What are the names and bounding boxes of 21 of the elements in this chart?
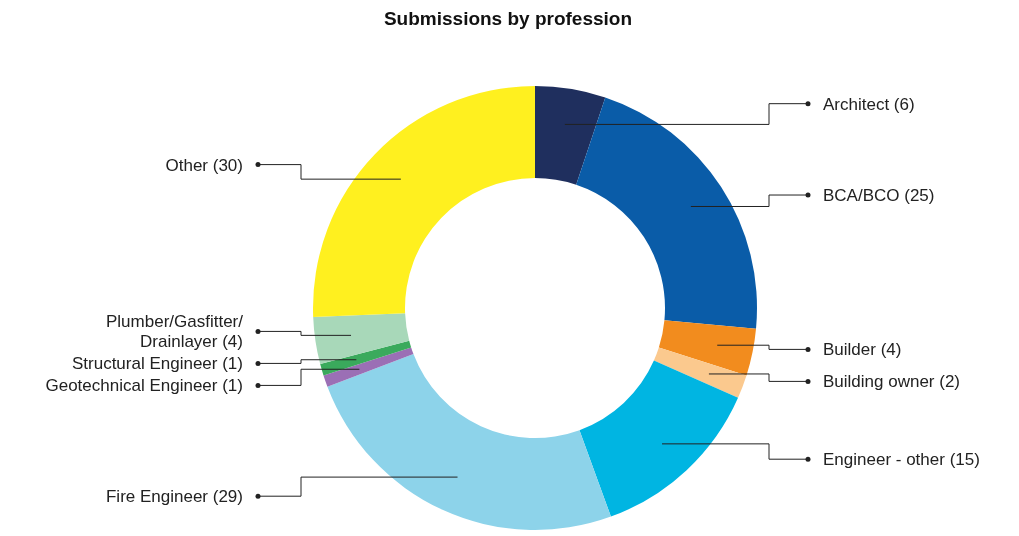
slice-label: Plumber/Gasfitter/Drainlayer (4) bbox=[106, 312, 244, 352]
donut-slice bbox=[658, 320, 757, 376]
donut-slice bbox=[313, 86, 535, 317]
donut-slice bbox=[327, 354, 611, 530]
donut-slice bbox=[576, 97, 757, 329]
donut-slice bbox=[579, 360, 739, 517]
slice-label: Structural Engineer (1) bbox=[71, 354, 243, 374]
donut-slice bbox=[320, 340, 412, 376]
slice-label: Fire Engineer (29) bbox=[105, 487, 243, 507]
slice-label: BCA/BCO (25) bbox=[823, 186, 935, 206]
slice-label: Engineer - other (15) bbox=[823, 450, 980, 470]
slice-label: Building owner (2) bbox=[823, 372, 961, 392]
donut-slice bbox=[313, 313, 410, 365]
chart-title: Submissions by profession bbox=[382, 8, 634, 31]
donut-slice bbox=[535, 86, 606, 185]
slice-label: Builder (4) bbox=[823, 340, 902, 360]
slice-label: Geotechnical Engineer (1) bbox=[45, 376, 243, 396]
donut-slice bbox=[323, 347, 414, 387]
slice-label: Architect (6) bbox=[823, 94, 915, 114]
donut-slice bbox=[653, 347, 747, 398]
slice-label: Other (30) bbox=[165, 155, 243, 175]
